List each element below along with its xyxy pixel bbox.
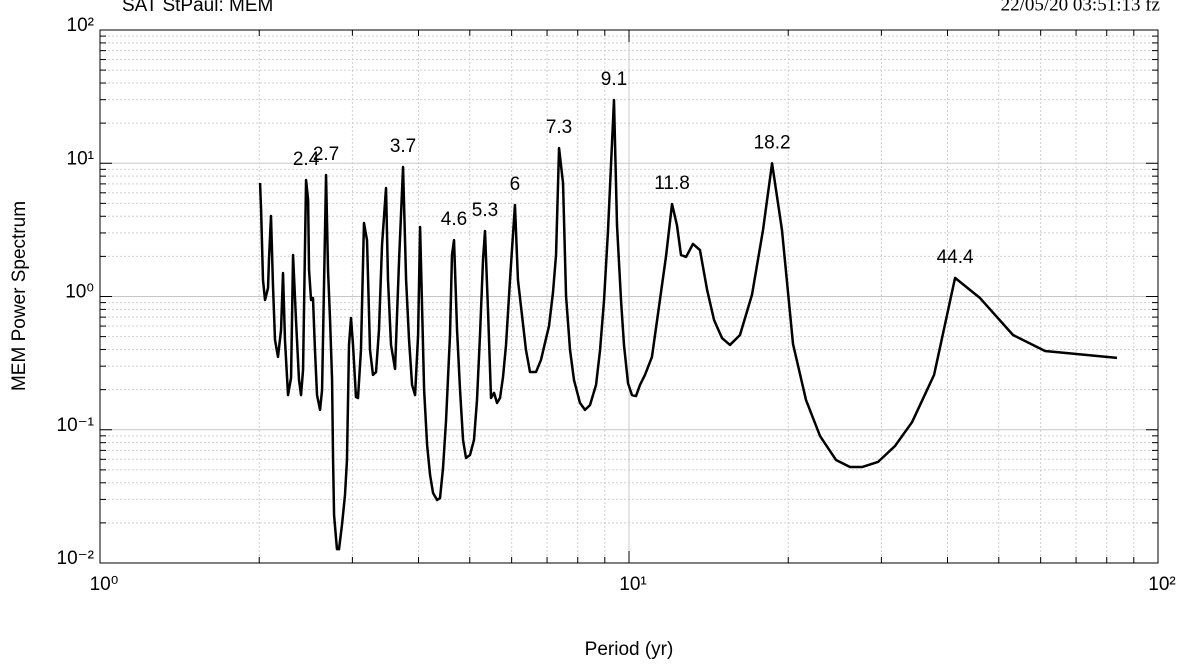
peak-label: 2.7 [313, 144, 339, 165]
y-tick-label: 10⁰ [65, 282, 94, 303]
x-axis-label: Period (yr) [585, 639, 674, 660]
plot-frame [99, 29, 1159, 564]
spectrum-line [258, 98, 1118, 551]
x-tick-label: 10² [1148, 574, 1175, 595]
peak-label: 11.8 [654, 173, 690, 194]
peak-label: 3.7 [390, 136, 416, 157]
peak-label: 2.4 [293, 149, 320, 170]
peak-label: 4.6 [441, 209, 467, 230]
timestamp: 22/05/20 03:51:13 fz [1001, 0, 1160, 15]
peak-label: 6 [510, 174, 521, 195]
peak-label: 44.4 [937, 247, 974, 268]
chart-title: SAT StPaul: MEM [122, 0, 273, 16]
y-tick-label: 10⁻² [57, 548, 95, 569]
y-tick-label: 10² [67, 15, 94, 36]
y-axis-label: MEM Power Spectrum [9, 201, 30, 391]
peak-label: 5.3 [472, 200, 498, 221]
peak-label: 9.1 [601, 69, 627, 90]
peak-label: 7.3 [546, 117, 572, 138]
y-tick-label: 10¹ [67, 148, 94, 169]
x-tick-label: 10¹ [619, 574, 646, 595]
x-tick-label: 10⁰ [90, 574, 119, 595]
peak-label: 18.2 [754, 132, 791, 153]
y-tick-label: 10⁻¹ [57, 415, 95, 436]
